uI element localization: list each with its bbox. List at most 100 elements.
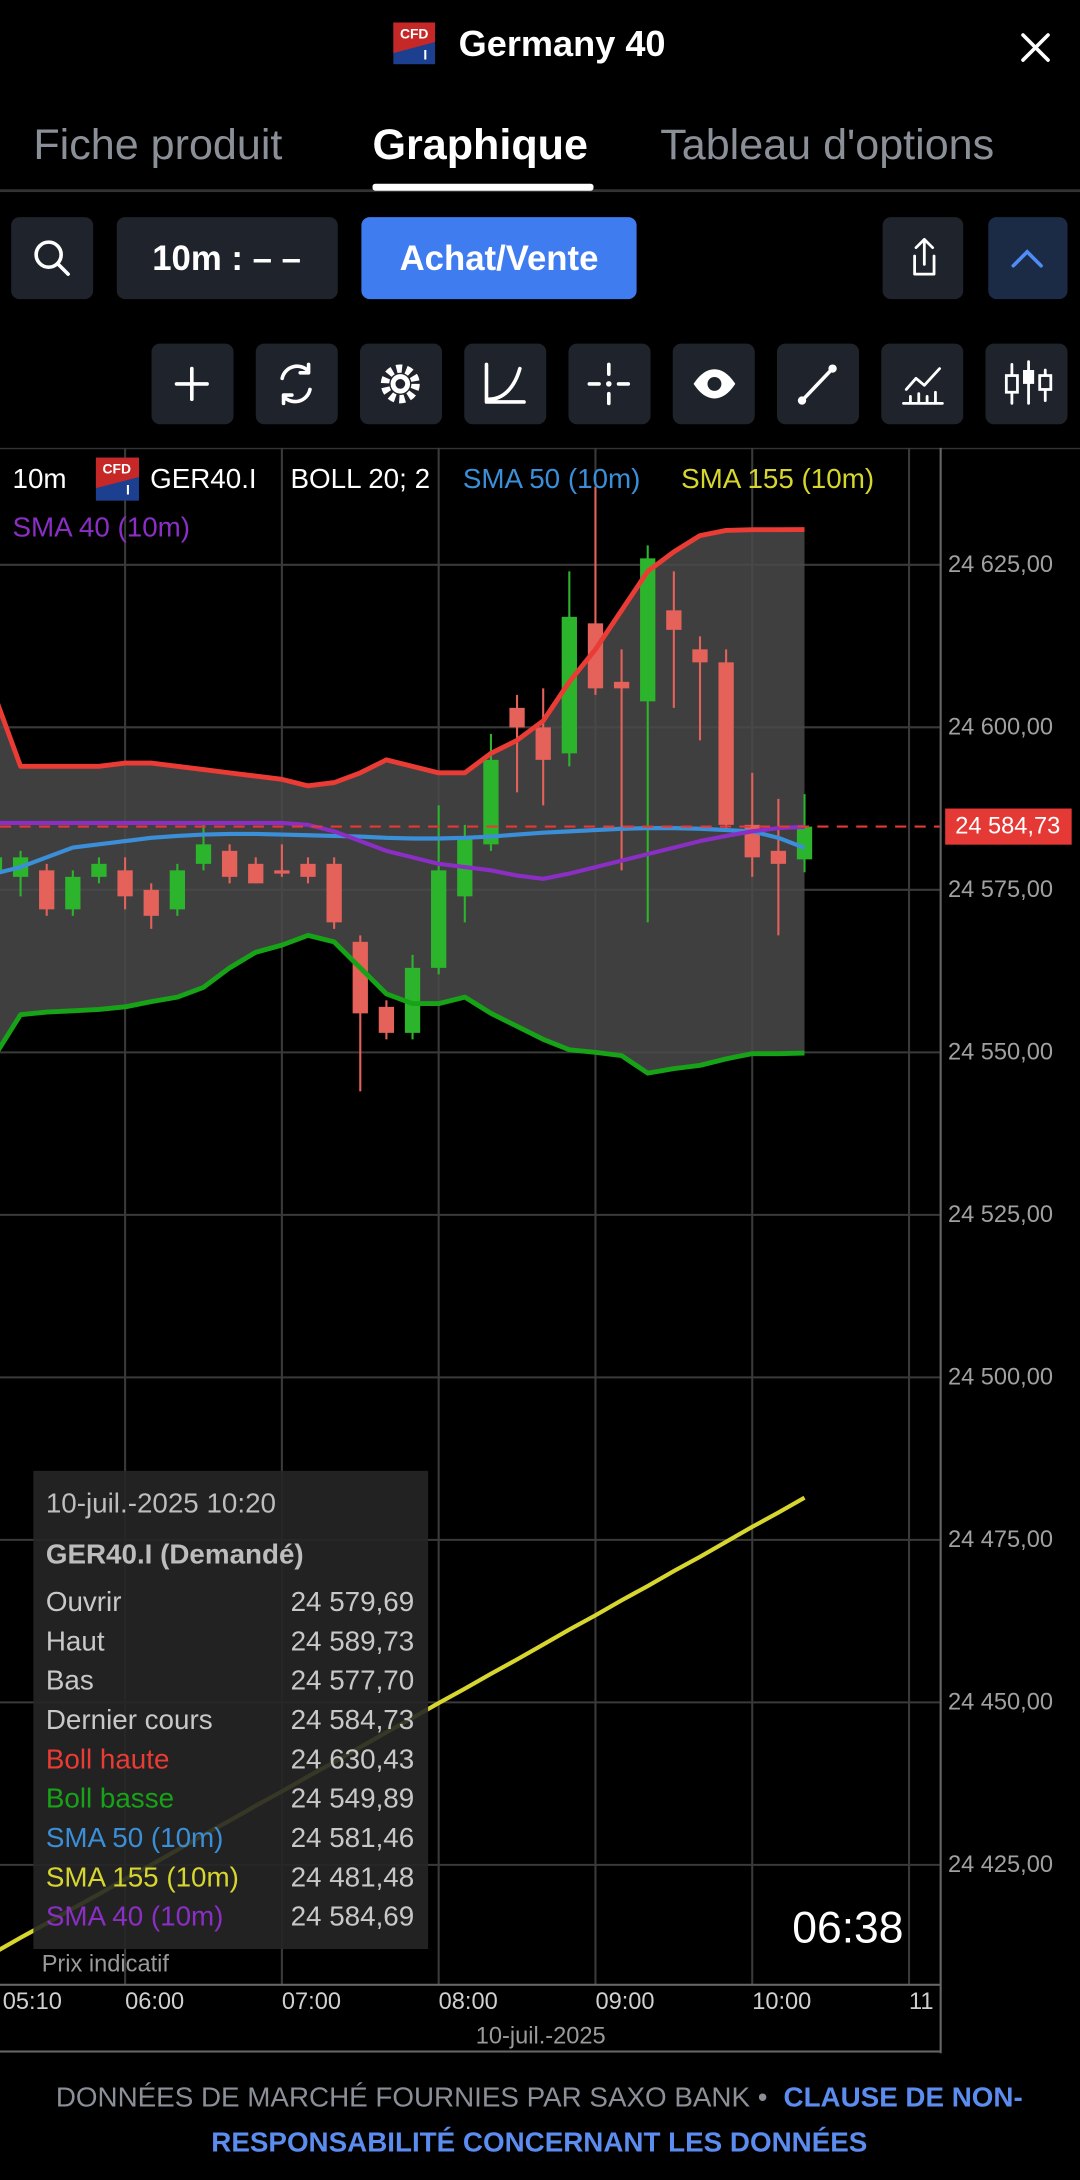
candle-body (65, 876, 81, 910)
y-tick-label: 24 525,00 (948, 1202, 1053, 1228)
legend-badge-bottom: I (126, 482, 130, 498)
candle-body (404, 967, 421, 1033)
footer-link[interactable]: RESPONSABILITÉ CONCERNANT LES DONNÉES (211, 2127, 867, 2158)
candle-body (143, 889, 159, 916)
candle-body (326, 863, 342, 923)
y-tick-label: 24 600,00 (948, 714, 1053, 740)
bollinger-lower (0, 932, 805, 1076)
tooltip-value: 24 584,73 (291, 1704, 415, 1735)
tab-active[interactable]: Graphique (373, 121, 588, 169)
x-tick-label: 10:00 (752, 1989, 811, 2015)
refresh-button[interactable] (255, 343, 338, 425)
x-tick-label: 05:10 (3, 1989, 62, 2015)
tooltip-value: 24 579,69 (291, 1586, 415, 1617)
collapse-button[interactable] (988, 217, 1068, 300)
tabs: Fiche produit Graphique Tableau d'option… (0, 121, 1080, 193)
x-axis-bottom (0, 2050, 942, 2053)
search-button[interactable] (11, 217, 94, 300)
legend-symbol: GER40.I (150, 463, 257, 494)
overlay: 10-juil.-2025 10m CFD I GER40.I BOLL 20;… (0, 447, 1072, 2054)
footer: DONNÉES DE MARCHÉ FOURNIES PAR SAXO BANK… (56, 2081, 1023, 2158)
candle-body (509, 707, 525, 728)
x-tick-label: 06:00 (125, 1989, 184, 2015)
tooltip (33, 1470, 429, 1949)
tooltip-value: 24 577,70 (291, 1665, 415, 1696)
tab[interactable]: Tableau d'options (660, 121, 994, 169)
candle-body (195, 844, 212, 864)
bollinger-fill (0, 529, 805, 1074)
candle-body (640, 558, 656, 702)
x-caption: 10-juil.-2025 (476, 2024, 606, 2050)
tooltip-label: Boll haute (46, 1743, 170, 1774)
x-axis (0, 1983, 942, 1986)
tooltip-value: 24 481,48 (291, 1861, 415, 1892)
y-tick-label: 24 450,00 (948, 1689, 1053, 1715)
footer-line: DONNÉES DE MARCHÉ FOURNIES PAR SAXO BANK… (56, 2081, 1023, 2112)
sma-line (0, 820, 805, 881)
legend-interval: 10m (13, 463, 67, 494)
candle-body (169, 870, 186, 910)
x-tick-label: 07:00 (282, 1989, 341, 2015)
tooltip-label: Ouvrir (46, 1586, 122, 1617)
bollinger-upper (0, 527, 805, 789)
badge-top: CFD (400, 26, 429, 42)
candle-body (613, 681, 630, 689)
tooltip-label: SMA 155 (10m) (46, 1861, 239, 1892)
tooltip-label: Dernier cours (46, 1704, 213, 1735)
candle-body (666, 610, 682, 630)
y-tick-label: 24 500,00 (948, 1364, 1053, 1390)
tooltip-value: 24 549,89 (291, 1783, 415, 1814)
tooltip-label: Haut (46, 1625, 105, 1656)
candle-body (483, 759, 499, 845)
trade-button[interactable] (361, 217, 637, 300)
tooltip-value: 24 589,73 (291, 1625, 415, 1656)
badge-bottom: I (423, 46, 427, 62)
candle-body (431, 870, 447, 968)
candle-body (221, 850, 238, 877)
title: Germany 40 (459, 23, 666, 64)
legend-indicator: BOLL 20; 2 (291, 463, 431, 494)
footer-link[interactable]: CLAUSE DE NON- (784, 2081, 1023, 2112)
tooltip-label: SMA 40 (10m) (46, 1901, 224, 1932)
curve-button[interactable] (464, 343, 547, 425)
header: CFD I Germany 40 (393, 22, 1050, 65)
candle-body (248, 863, 264, 884)
last-price-tag (945, 808, 1072, 845)
footer-source: DONNÉES DE MARCHÉ FOURNIES PAR SAXO BANK… (56, 2081, 768, 2112)
legend-badge-top: CFD (102, 461, 131, 477)
trade-label: Achat/Vente (400, 240, 599, 278)
last-price-label: 24 584,73 (955, 814, 1060, 840)
countdown: 06:38 (792, 1904, 903, 1953)
candle-body (692, 649, 708, 663)
tooltip-value: 24 581,46 (291, 1822, 415, 1853)
tab[interactable]: Fiche produit (33, 121, 282, 169)
y-axis (939, 447, 942, 2054)
candle-body (117, 870, 133, 897)
legend-entry: SMA 50 (10m) (463, 463, 641, 494)
sma-line (0, 826, 806, 875)
y-tick-label: 24 575,00 (948, 877, 1053, 903)
interval: 10m : – – (152, 240, 301, 278)
candle-body (39, 870, 55, 910)
y-tick-label: 24 625,00 (948, 552, 1053, 578)
x-tick-label: 09:00 (595, 1989, 654, 2015)
y-tick-label: 24 550,00 (948, 1039, 1053, 1065)
candle-body (796, 826, 813, 860)
candle-body (0, 857, 3, 871)
tool-row (151, 343, 1068, 425)
note: Prix indicatif (42, 1951, 170, 1977)
candle-body (718, 662, 734, 825)
chart-top-border (0, 447, 1080, 450)
tooltip-label: SMA 50 (10m) (46, 1822, 224, 1853)
candle-body (300, 863, 316, 877)
legend-entry: SMA 40 (10m) (13, 512, 191, 543)
y-tick-label: 24 425,00 (948, 1852, 1053, 1878)
close-button[interactable] (1021, 33, 1050, 62)
candle-body (535, 727, 551, 760)
candle-body (274, 870, 290, 874)
interval-button[interactable] (116, 217, 338, 300)
y-tick-label: 24 475,00 (948, 1527, 1053, 1553)
tooltip-date: 10-juil.-2025 10:20 (46, 1487, 276, 1518)
